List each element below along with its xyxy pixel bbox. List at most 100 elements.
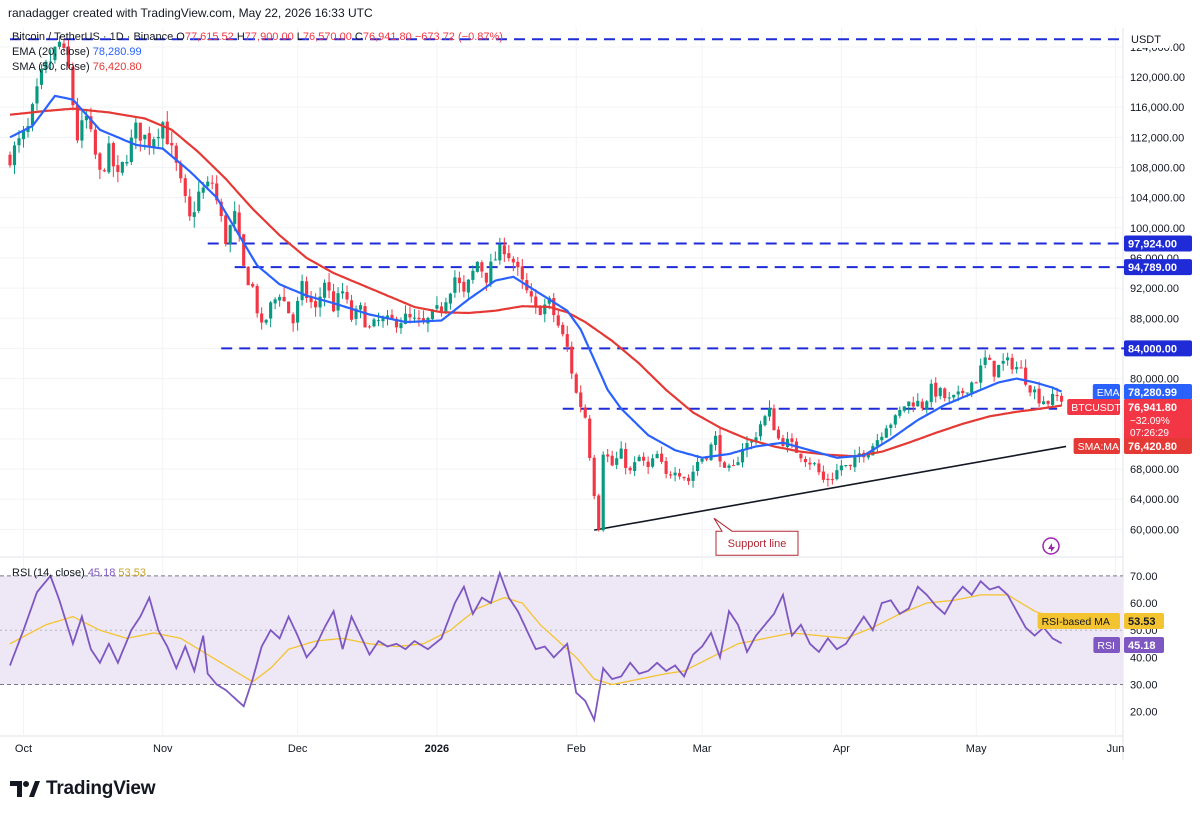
replay-icon-ring <box>1042 537 1060 555</box>
price-tag-name: SMA:MA <box>1078 441 1119 453</box>
legend-symbol: Bitcoin / TetherUS · 1D · Binance <box>12 31 176 43</box>
rsi-tag-name: RSI-based MA <box>1042 616 1110 628</box>
candle-body <box>269 302 273 319</box>
price-tick-label: 68,000.00 <box>1130 464 1179 476</box>
level-price-tag <box>1124 340 1192 357</box>
candle-body <box>790 438 794 442</box>
candle-body <box>430 309 435 320</box>
price-tag-value: 76,941.80 <box>1128 402 1177 414</box>
price-tick-label: 80,000.00 <box>1130 374 1179 386</box>
candle-body <box>143 134 147 140</box>
candle-body <box>134 122 138 139</box>
candle-body <box>1010 357 1014 370</box>
candle-body <box>961 390 965 394</box>
candle-body <box>251 283 255 287</box>
currency-box <box>1124 29 1169 48</box>
support-line-callout: Support line <box>713 517 799 556</box>
candle-body <box>165 121 169 145</box>
candle-body <box>102 170 106 172</box>
candle-body <box>808 462 812 465</box>
candle-body <box>246 266 250 286</box>
price-tag-name-box <box>1073 438 1120 454</box>
rsi-tick-label: 40.00 <box>1130 652 1158 664</box>
candle-body <box>695 461 700 472</box>
candle-body <box>53 46 57 61</box>
candle-body <box>709 444 713 461</box>
candle-body <box>956 391 960 395</box>
legend-ema-label: EMA (20, close) <box>12 46 93 58</box>
candle-body <box>111 143 115 167</box>
candle-body <box>21 130 26 140</box>
candle-body <box>197 191 201 212</box>
legend-ema-value: 78,280.99 <box>93 46 142 58</box>
rsi-tag-name: RSI <box>1097 640 1115 652</box>
candle-body <box>1028 385 1032 393</box>
candle-body <box>561 324 565 335</box>
candle-body <box>201 187 205 193</box>
candle-body <box>687 477 691 482</box>
candle-body <box>93 129 97 155</box>
candle-body <box>300 281 304 301</box>
candle-body <box>62 43 66 48</box>
candle-body <box>673 472 677 476</box>
candle-body <box>489 261 493 284</box>
candle-body <box>340 291 345 294</box>
price-tick-label: 92,000.00 <box>1130 283 1179 295</box>
candle-body <box>363 306 367 328</box>
candle-body <box>812 463 816 465</box>
candle-body <box>192 212 196 217</box>
candles <box>8 36 1064 532</box>
candle-body <box>642 456 646 461</box>
candle-body <box>718 435 722 462</box>
candle-body <box>1037 388 1041 404</box>
price-tick-label: 60,000.00 <box>1130 524 1179 536</box>
time-tick-label: Jun <box>1107 743 1125 755</box>
candle-body <box>444 302 448 312</box>
candle-body <box>98 153 102 170</box>
candle-body <box>983 357 987 365</box>
candle-body <box>457 277 461 284</box>
candle-body <box>970 382 974 393</box>
candle-body <box>372 319 376 327</box>
candle-body <box>511 258 515 263</box>
price-tick-label: 108,000.00 <box>1130 162 1185 174</box>
rsi-tick-label: 60.00 <box>1130 598 1158 610</box>
candle-body <box>125 162 129 164</box>
legend-symbol-line: Bitcoin / TetherUS · 1D · Binance O77,61… <box>12 31 503 43</box>
candle-body <box>390 314 394 320</box>
rsi-legend-name: RSI (14, close) <box>12 567 88 579</box>
candle-body <box>188 196 192 217</box>
candle-body <box>821 471 825 480</box>
candle-body <box>242 234 246 266</box>
level-price-tag <box>1124 259 1192 276</box>
candle-body <box>911 402 915 407</box>
candle-body <box>345 291 349 300</box>
level-price-tag-label: 94,789.00 <box>1128 262 1177 274</box>
level-price-tag-label: 84,000.00 <box>1128 343 1177 355</box>
candle-body <box>44 61 48 70</box>
candle-body <box>565 334 569 347</box>
price-tick-label: 112,000.00 <box>1130 132 1184 144</box>
candle-body <box>156 136 160 139</box>
candle-body <box>466 279 470 293</box>
candle-body <box>651 458 655 467</box>
candle-body <box>731 465 736 467</box>
candle-body <box>331 291 336 312</box>
candle-body <box>1046 400 1050 404</box>
candle-body <box>664 461 668 474</box>
candle-body <box>902 406 906 411</box>
candle-body <box>745 443 749 450</box>
legend-sma-line: SMA (50, close) 76,420.80 <box>12 61 142 73</box>
candle-body <box>974 382 978 384</box>
legend-high: 77,900.00 <box>245 31 297 43</box>
time-tick-label: Mar <box>693 743 712 755</box>
time-tick-label: 2026 <box>425 743 449 755</box>
time-axis: Oct Nov Dec 2026 Feb Mar Apr May Jun <box>15 743 1124 755</box>
candle-body <box>943 388 947 399</box>
candle-body <box>282 296 286 302</box>
candle-body <box>89 116 93 130</box>
candle-body <box>399 323 403 329</box>
candle-body <box>543 304 547 315</box>
candle-body <box>354 308 358 319</box>
